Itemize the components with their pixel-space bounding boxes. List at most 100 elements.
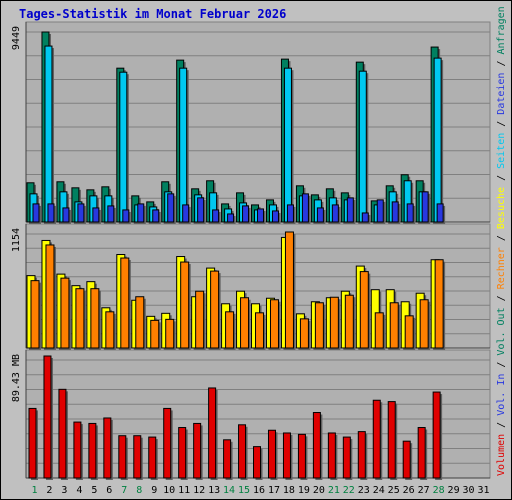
day-label-26: 26 xyxy=(403,485,415,496)
legend-part-14: Anfragen xyxy=(496,6,507,54)
bar-volumen-day-15 xyxy=(238,424,247,479)
day-label-23: 23 xyxy=(358,485,370,496)
bar-seiten-day-19 xyxy=(301,193,309,223)
bar-seiten-day-23 xyxy=(361,212,369,223)
day-label-31: 31 xyxy=(477,485,489,496)
bar-volumen-day-23 xyxy=(357,431,366,479)
bar-seiten-day-21 xyxy=(331,204,339,223)
bar-volumen-day-7 xyxy=(118,435,127,479)
bar-volumen-day-10 xyxy=(163,407,172,479)
bar-rechner-day-4 xyxy=(75,288,85,349)
bar-seiten-day-6 xyxy=(107,205,115,223)
bar-volumen-day-12 xyxy=(193,422,202,479)
day-label-20: 20 xyxy=(313,485,325,496)
day-label-6: 6 xyxy=(106,485,112,496)
bar-rechner-day-7 xyxy=(120,257,130,349)
bar-rechner-day-26 xyxy=(404,315,414,349)
bar-rechner-day-5 xyxy=(90,288,100,349)
bar-volumen-day-3 xyxy=(58,388,67,479)
bar-seiten-day-11 xyxy=(182,204,190,223)
legend-part-4: Vol. Out xyxy=(496,307,507,355)
bar-seiten-day-22 xyxy=(346,197,354,223)
bar-rechner-day-10 xyxy=(165,318,175,349)
day-label-28: 28 xyxy=(433,485,445,496)
bar-seiten-day-2 xyxy=(47,203,55,223)
bar-rechner-day-21 xyxy=(329,296,339,349)
bar-seiten-day-15 xyxy=(242,205,250,223)
bar-rechner-day-2 xyxy=(45,244,55,349)
legend-part-8: Besuche xyxy=(496,187,507,229)
bar-rechner-day-22 xyxy=(344,294,354,349)
day-label-15: 15 xyxy=(238,485,250,496)
legend-part-1: / xyxy=(496,416,507,434)
day-label-5: 5 xyxy=(91,485,97,496)
day-label-8: 8 xyxy=(136,485,142,496)
chart-title: Tages-Statistik im Monat Februar 2026 xyxy=(19,7,287,21)
bar-seiten-day-12 xyxy=(197,197,205,223)
day-label-7: 7 xyxy=(121,485,127,496)
day-label-9: 9 xyxy=(151,485,157,496)
bar-volumen-day-21 xyxy=(327,432,336,479)
bar-rechner-day-24 xyxy=(374,312,384,349)
bar-rechner-day-3 xyxy=(60,277,70,349)
bar-seiten-day-18 xyxy=(286,204,294,223)
bar-seiten-day-24 xyxy=(376,199,384,223)
bar-rechner-day-20 xyxy=(314,302,324,349)
bar-rechner-day-17 xyxy=(269,299,279,349)
bar-seiten-day-13 xyxy=(212,209,220,223)
bar-seiten-day-27 xyxy=(421,191,429,223)
bar-rechner-day-9 xyxy=(150,319,160,349)
bar-volumen-day-20 xyxy=(312,412,321,479)
bar-dateien-day-18 xyxy=(283,67,292,223)
bar-dateien-day-2 xyxy=(44,45,53,223)
right-legend: Volumen / Vol. In / Vol. Out / Rechner /… xyxy=(496,6,507,476)
max-label-panel-3: 89.43 MB xyxy=(11,354,22,402)
bar-rechner-day-6 xyxy=(105,311,115,349)
bar-seiten-day-10 xyxy=(167,193,175,223)
bar-volumen-day-22 xyxy=(342,436,351,479)
bar-seiten-day-26 xyxy=(406,203,414,223)
bar-seiten-day-1 xyxy=(32,203,40,223)
bar-seiten-day-4 xyxy=(77,203,85,223)
bar-volumen-day-2 xyxy=(43,355,52,479)
day-label-12: 12 xyxy=(193,485,205,496)
bar-rechner-day-18 xyxy=(284,231,294,349)
bar-volumen-day-11 xyxy=(178,427,187,479)
bar-seiten-day-3 xyxy=(62,207,70,223)
bar-volumen-day-4 xyxy=(73,421,82,479)
day-label-21: 21 xyxy=(328,485,340,496)
bar-rechner-day-12 xyxy=(195,290,205,349)
bar-rechner-day-11 xyxy=(180,261,190,349)
day-label-25: 25 xyxy=(388,485,400,496)
bar-volumen-day-6 xyxy=(103,417,112,479)
day-label-3: 3 xyxy=(61,485,67,496)
day-label-30: 30 xyxy=(463,485,475,496)
bar-rechner-day-19 xyxy=(299,318,309,349)
legend-part-5: / xyxy=(496,289,507,307)
bar-seiten-day-7 xyxy=(122,209,130,223)
day-label-24: 24 xyxy=(373,485,385,496)
bar-volumen-day-16 xyxy=(253,446,262,479)
legend-part-3: / xyxy=(496,356,507,374)
day-label-29: 29 xyxy=(448,485,460,496)
bar-rechner-day-27 xyxy=(419,299,429,349)
max-label-panel-1: 9449 xyxy=(11,26,22,50)
day-label-4: 4 xyxy=(76,485,82,496)
legend-part-7: / xyxy=(496,229,507,247)
bar-rechner-day-28 xyxy=(434,259,444,349)
day-label-13: 13 xyxy=(208,485,220,496)
bar-rechner-day-1 xyxy=(30,280,40,349)
bar-volumen-day-25 xyxy=(387,401,396,479)
bar-volumen-day-26 xyxy=(402,440,411,479)
bar-rechner-day-8 xyxy=(135,296,145,349)
bar-volumen-day-1 xyxy=(28,407,37,479)
bar-volumen-day-5 xyxy=(88,422,97,479)
legend-part-13: / xyxy=(496,54,507,72)
bar-seiten-day-8 xyxy=(137,203,145,223)
bar-seiten-day-9 xyxy=(152,209,160,223)
bar-dateien-day-23 xyxy=(358,70,367,223)
bar-volumen-day-9 xyxy=(148,436,157,479)
bar-dateien-day-28 xyxy=(433,57,442,223)
bar-volumen-day-14 xyxy=(223,439,232,479)
